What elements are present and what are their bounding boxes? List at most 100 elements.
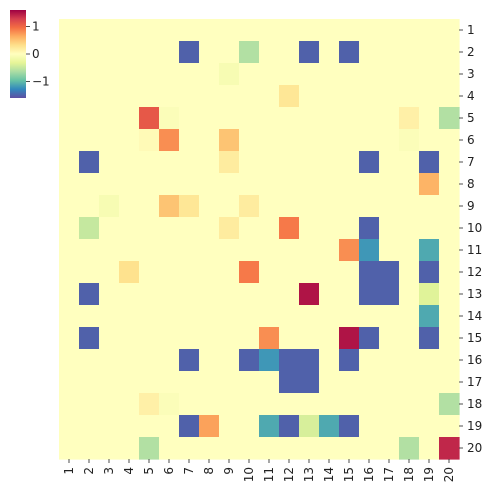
heatmap-cell-r3-c20: [439, 63, 460, 86]
heatmap-cell-r14-c6: [159, 305, 180, 328]
heatmap-cell-r15-c13: [299, 327, 320, 350]
heatmap-cell-r6-c11: [259, 129, 280, 152]
heatmap-cell-r4-c15: [339, 85, 360, 108]
heatmap-cell-r4-c1: [59, 85, 80, 108]
heatmap-cell-r8-c15: [339, 173, 360, 196]
heatmap-cell-r13-c6: [159, 283, 180, 306]
heatmap-cell-r3-c12: [279, 63, 300, 86]
heatmap-cell-r12-c2: [79, 261, 100, 284]
y-tick-label: 4: [467, 89, 475, 103]
heatmap-cell-r6-c17: [379, 129, 400, 152]
heatmap-cell-r17-c15: [339, 371, 360, 394]
heatmap-cell-r7-c5: [139, 151, 160, 174]
heatmap-cell-r5-c8: [199, 107, 220, 130]
x-tick-label: 12: [282, 467, 296, 482]
heatmap-cell-r20-c12: [279, 437, 300, 460]
heatmap-cell-r1-c17: [379, 19, 400, 42]
heatmap-cell-r18-c16: [359, 393, 380, 416]
heatmap-cell-r6-c10: [239, 129, 260, 152]
heatmap-cell-r16-c10: [239, 349, 260, 372]
heatmap-cell-r8-c9: [219, 173, 240, 196]
heatmap-cell-r11-c15: [339, 239, 360, 262]
heatmap-cell-r17-c8: [199, 371, 220, 394]
heatmap-cell-r6-c3: [99, 129, 120, 152]
heatmap-cell-r8-c18: [399, 173, 420, 196]
heatmap-cell-r8-c12: [279, 173, 300, 196]
heatmap-cell-r8-c17: [379, 173, 400, 196]
heatmap-cell-r5-c19: [419, 107, 440, 130]
heatmap-cell-r20-c4: [119, 437, 140, 460]
heatmap-cell-r10-c20: [439, 217, 460, 240]
heatmap-cell-r3-c9: [219, 63, 240, 86]
heatmap-cell-r20-c16: [359, 437, 380, 460]
heatmap-cell-r9-c19: [419, 195, 440, 218]
heatmap-cell-r17-c14: [319, 371, 340, 394]
heatmap-cell-r4-c20: [439, 85, 460, 108]
heatmap-cell-r20-c6: [159, 437, 180, 460]
heatmap-cell-r8-c13: [299, 173, 320, 196]
heatmap-cell-r14-c1: [59, 305, 80, 328]
heatmap-cell-r7-c1: [59, 151, 80, 174]
y-tick-label: 6: [467, 133, 475, 147]
heatmap-cell-r11-c11: [259, 239, 280, 262]
heatmap-cell-r8-c19: [419, 173, 440, 196]
heatmap-cell-r13-c15: [339, 283, 360, 306]
heatmap-cell-r3-c4: [119, 63, 140, 86]
heatmap-cell-r8-c16: [359, 173, 380, 196]
heatmap-cell-r12-c7: [179, 261, 200, 284]
y-tick-label: 15: [467, 331, 482, 345]
heatmap-cell-r3-c16: [359, 63, 380, 86]
heatmap-cell-r19-c1: [59, 415, 80, 438]
heatmap-cell-r11-c14: [319, 239, 340, 262]
heatmap-cell-r16-c5: [139, 349, 160, 372]
heatmap-cell-r12-c10: [239, 261, 260, 284]
heatmap-cell-r12-c3: [99, 261, 120, 284]
heatmap-cell-r7-c9: [219, 151, 240, 174]
heatmap-cell-r6-c18: [399, 129, 420, 152]
heatmap-cell-r17-c16: [359, 371, 380, 394]
heatmap-cell-r13-c20: [439, 283, 460, 306]
heatmap-cell-r8-c8: [199, 173, 220, 196]
heatmap-cell-r15-c17: [379, 327, 400, 350]
heatmap-cell-r14-c16: [359, 305, 380, 328]
heatmap-cell-r3-c2: [79, 63, 100, 86]
heatmap-cell-r15-c7: [179, 327, 200, 350]
x-tick-label: 5: [142, 467, 156, 475]
heatmap-cell-r9-c15: [339, 195, 360, 218]
heatmap-cell-r20-c20: [439, 437, 460, 460]
heatmap-cell-r18-c2: [79, 393, 100, 416]
heatmap-cell-r5-c18: [399, 107, 420, 130]
heatmap-cell-r18-c19: [419, 393, 440, 416]
heatmap-cell-r16-c3: [99, 349, 120, 372]
heatmap-cell-r4-c3: [99, 85, 120, 108]
heatmap-cell-r10-c15: [339, 217, 360, 240]
heatmap-cell-r2-c2: [79, 41, 100, 64]
heatmap-cell-r5-c15: [339, 107, 360, 130]
heatmap-cell-r2-c18: [399, 41, 420, 64]
heatmap-cell-r15-c16: [359, 327, 380, 350]
heatmap-cell-r16-c1: [59, 349, 80, 372]
heatmap-cell-r20-c8: [199, 437, 220, 460]
heatmap-cell-r6-c2: [79, 129, 100, 152]
x-tick-label: 4: [122, 467, 136, 475]
heatmap-cell-r11-c1: [59, 239, 80, 262]
y-tick-label: 13: [467, 287, 482, 301]
heatmap-cell-r1-c10: [239, 19, 260, 42]
heatmap-cell-r13-c1: [59, 283, 80, 306]
x-tick-label: 2: [82, 467, 96, 475]
heatmap-cell-r15-c1: [59, 327, 80, 350]
heatmap-cell-r12-c1: [59, 261, 80, 284]
heatmap-cell-r12-c17: [379, 261, 400, 284]
heatmap-cell-r10-c3: [99, 217, 120, 240]
heatmap-cell-r16-c6: [159, 349, 180, 372]
heatmap-cell-r15-c11: [259, 327, 280, 350]
y-tick-label: 16: [467, 353, 482, 367]
heatmap-cell-r14-c13: [299, 305, 320, 328]
heatmap-cell-r20-c18: [399, 437, 420, 460]
heatmap-cell-r13-c18: [399, 283, 420, 306]
heatmap-cell-r18-c11: [259, 393, 280, 416]
x-tick-label: 14: [322, 467, 336, 482]
heatmap-cell-r12-c18: [399, 261, 420, 284]
heatmap-cell-r2-c4: [119, 41, 140, 64]
